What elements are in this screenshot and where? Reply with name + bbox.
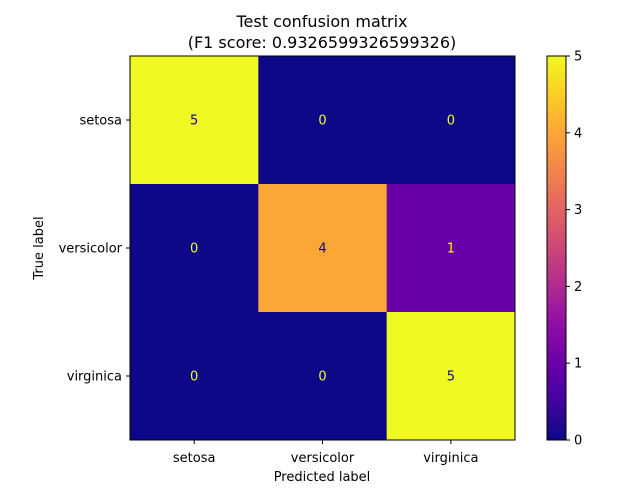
colorbar-tick-label: 0 — [574, 434, 582, 449]
colorbar-tick-label: 5 — [574, 50, 582, 65]
y-tick-label: virginica — [67, 370, 122, 385]
x-tick-label: versicolor — [291, 451, 355, 466]
heatmap-cell — [130, 184, 259, 313]
cell-value-label: 4 — [318, 242, 326, 257]
heatmap-cell — [386, 56, 516, 185]
y-axis-label: True label — [32, 216, 47, 280]
colorbar-tick-label: 2 — [574, 280, 582, 295]
cell-value-label: 1 — [447, 242, 455, 257]
colorbar-tick-label: 1 — [574, 357, 582, 372]
colorbar-gradient — [547, 56, 566, 440]
y-tick-label: versicolor — [59, 242, 123, 257]
cell-value-label: 5 — [190, 114, 198, 129]
heatmap-cell — [258, 312, 388, 441]
y-axis-ticks: setosa versicolor virginica — [59, 114, 130, 385]
x-tick-label: setosa — [173, 451, 216, 466]
cell-value-label: 0 — [190, 370, 198, 385]
cell-value-label: 0 — [447, 114, 455, 129]
cell-value-label: 0 — [190, 242, 198, 257]
heatmap-cells: 5 0 0 0 4 1 0 0 5 — [130, 56, 516, 441]
colorbar-ticks: 0 1 2 3 4 5 — [566, 50, 582, 449]
y-tick-label: setosa — [79, 114, 122, 129]
heatmap-cell — [258, 184, 388, 313]
cell-value-label: 0 — [318, 370, 326, 385]
colorbar-tick-label: 3 — [574, 203, 582, 218]
colorbar-frame — [546, 55, 567, 441]
cell-value-label: 5 — [447, 370, 455, 385]
x-tick-label: virginica — [423, 451, 478, 466]
cell-value-label: 0 — [318, 114, 326, 129]
heatmap-cell — [130, 312, 259, 441]
heatmap-cell — [386, 184, 516, 313]
chart-title: Test confusion matrix — [235, 12, 407, 31]
heatmap-cell — [258, 56, 388, 185]
chart-subtitle: (F1 score: 0.9326599326599326) — [188, 33, 457, 52]
heatmap-cell — [130, 56, 259, 185]
heatmap-cell — [386, 312, 516, 441]
x-axis-ticks: setosa versicolor virginica — [173, 440, 478, 466]
colorbar-tick-label: 4 — [574, 126, 582, 141]
colorbar: 0 1 2 3 4 5 — [546, 50, 582, 449]
x-axis-label: Predicted label — [274, 470, 371, 485]
